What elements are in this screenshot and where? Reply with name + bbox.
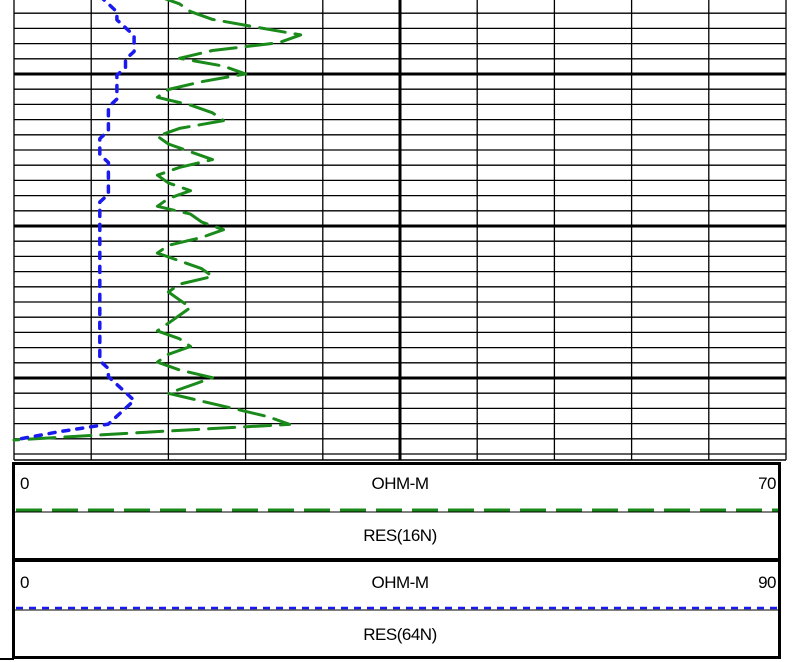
res16n-curve — [12, 0, 303, 442]
log-curves — [12, 0, 303, 442]
track2-min-label: 0 — [20, 573, 29, 592]
log-grid — [13, 0, 787, 461]
scale-header: 0 OHM-M 70 RES(16N) 0 OHM-M 90 RES(64N) — [12, 462, 781, 659]
res64n-curve — [12, 0, 136, 442]
track1-min-label: 0 — [20, 474, 29, 493]
track2-unit-label: OHM-M — [372, 573, 429, 592]
track1-unit-label: OHM-M — [372, 474, 429, 493]
track2-curve-name: RES(64N) — [363, 625, 436, 644]
track2-max-label: 90 — [758, 573, 776, 592]
track1-max-label: 70 — [758, 474, 776, 493]
track1-curve-name: RES(16N) — [363, 526, 436, 545]
